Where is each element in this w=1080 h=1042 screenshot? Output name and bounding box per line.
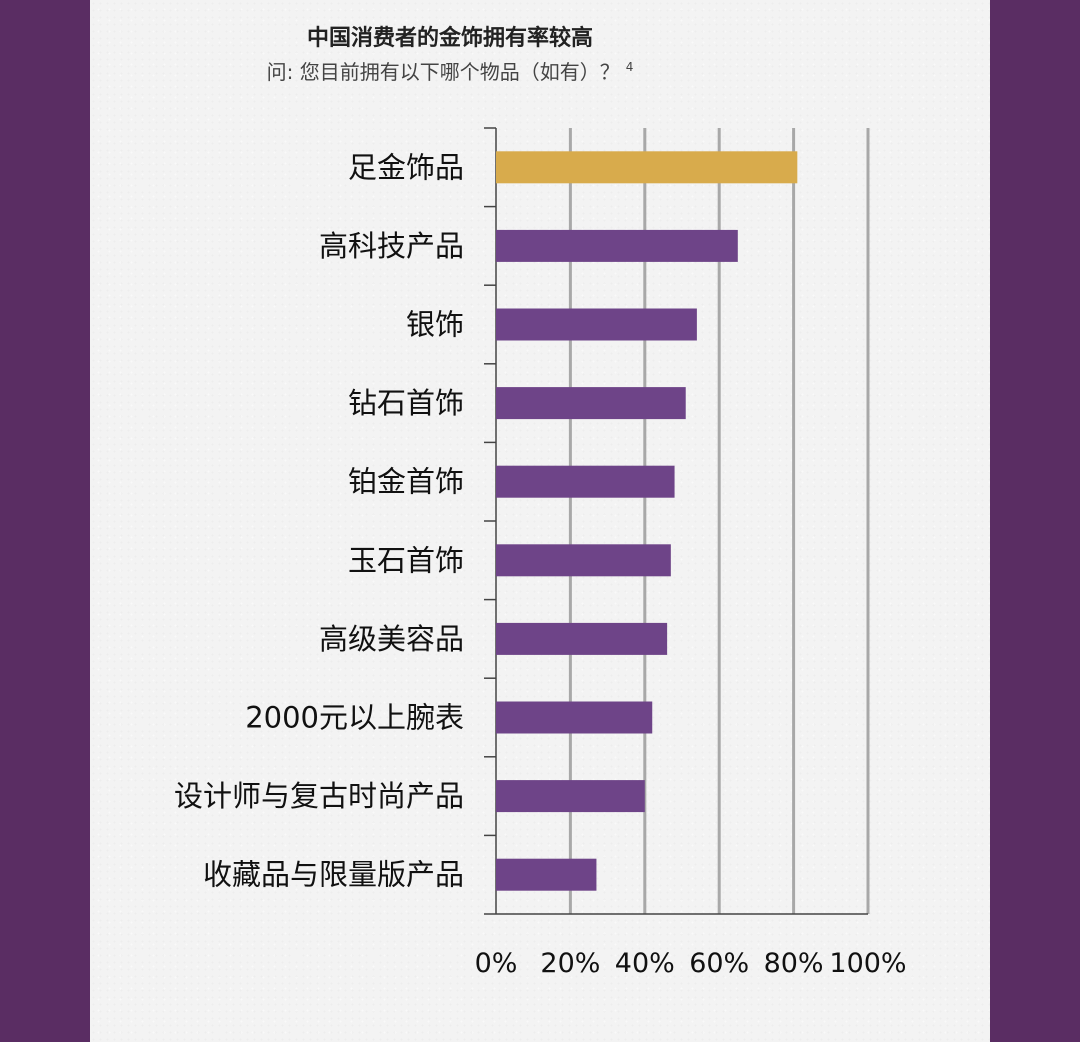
bar-3 [496, 387, 686, 420]
subtitle-footnote-ref: 4 [625, 60, 634, 75]
category-label: 足金饰品 [348, 150, 464, 184]
x-tick-label: 0% [475, 948, 518, 979]
bar-0 [496, 151, 798, 184]
category-label: 玉石首饰 [348, 543, 464, 577]
bar-8 [496, 780, 645, 813]
bar-5 [496, 544, 671, 577]
bar-7 [496, 701, 653, 734]
chart-title: 中国消费者的金饰拥有率较高 [306, 26, 593, 51]
chart-subtitle: 问: 您目前拥有以下哪个物品（如有）？ 4 [0, 56, 900, 85]
bar-9 [496, 858, 597, 891]
bar-1 [496, 229, 738, 262]
category-label: 收藏品与限量版产品 [203, 858, 464, 892]
x-tick-label: 60% [689, 948, 749, 979]
bar-2 [496, 308, 697, 341]
category-label: 高级美容品 [319, 622, 464, 656]
bar-4 [496, 465, 675, 498]
x-tick-label: 20% [540, 948, 600, 979]
category-label: 设计师与复古时尚产品 [174, 779, 464, 813]
category-label: 钻石首饰 [348, 386, 464, 420]
category-label: 高科技产品 [319, 229, 464, 263]
category-label: 铂金首饰 [348, 465, 464, 499]
x-tick-label: 40% [615, 948, 675, 979]
bar-6 [496, 622, 668, 655]
x-tick-label: 100% [829, 948, 906, 979]
category-label: 银饰 [406, 308, 464, 342]
x-tick-label: 80% [764, 948, 824, 979]
subtitle-text: 问: 您目前拥有以下哪个物品（如有）？ [266, 60, 620, 84]
category-label: 2000元以上腕表 [245, 701, 464, 735]
